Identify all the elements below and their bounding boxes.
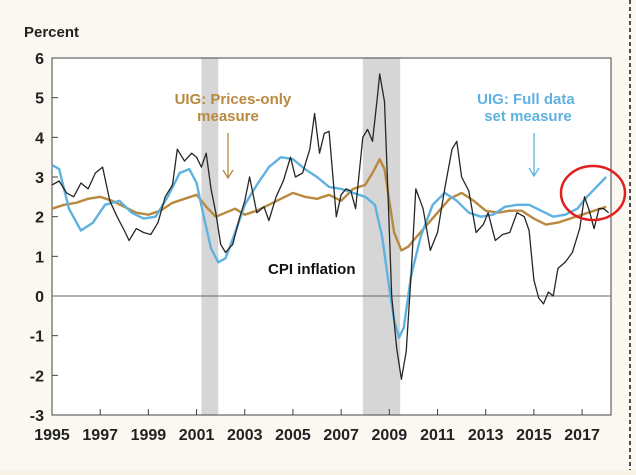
x-tick-label: 2017: [564, 427, 600, 444]
x-tick-label: 1997: [82, 427, 118, 444]
series-line-uig-prices-only-measure: [51, 158, 607, 252]
highlight-circle: [559, 164, 627, 222]
y-tick-label: 1: [35, 249, 44, 266]
x-tick-label: 1995: [34, 427, 70, 444]
x-tick-label: 2011: [420, 427, 455, 444]
arrow-full-data: [528, 133, 540, 178]
x-tick-label: 2009: [372, 427, 408, 444]
y-axis-title: Percent: [24, 24, 79, 41]
x-tick-label: 2013: [468, 427, 504, 444]
y-tick-label: 6: [35, 51, 44, 68]
x-tick-label: 2001: [179, 427, 215, 444]
series-line-uig-full-data-set-measure: [51, 156, 608, 339]
recession-band: [201, 58, 219, 415]
y-tick-label: -1: [30, 329, 44, 346]
y-tick-label: 2: [35, 210, 44, 227]
y-tick-label: 0: [35, 289, 44, 306]
y-tick-label: 4: [35, 130, 44, 147]
arrow-prices-only: [222, 133, 234, 180]
y-tick-label: -3: [30, 408, 44, 425]
y-tick-label: 3: [35, 170, 44, 187]
x-tick-label: 2007: [323, 427, 359, 444]
series-line-cpi-inflation: [51, 73, 610, 380]
annotation-prices-only: UIG: Prices-only measure: [175, 91, 296, 125]
y-tick-label: -2: [30, 368, 44, 385]
plot-area: [51, 57, 612, 416]
annotation-cpi: CPI inflation: [268, 261, 356, 278]
annotation-full-data: UIG: Full data set measure: [477, 91, 579, 125]
x-tick-label: 2005: [275, 427, 311, 444]
y-tick-label: 5: [35, 91, 44, 108]
x-tick-label: 1999: [131, 427, 167, 444]
x-tick-label: 2015: [516, 427, 552, 444]
x-tick-label: 2003: [227, 427, 263, 444]
